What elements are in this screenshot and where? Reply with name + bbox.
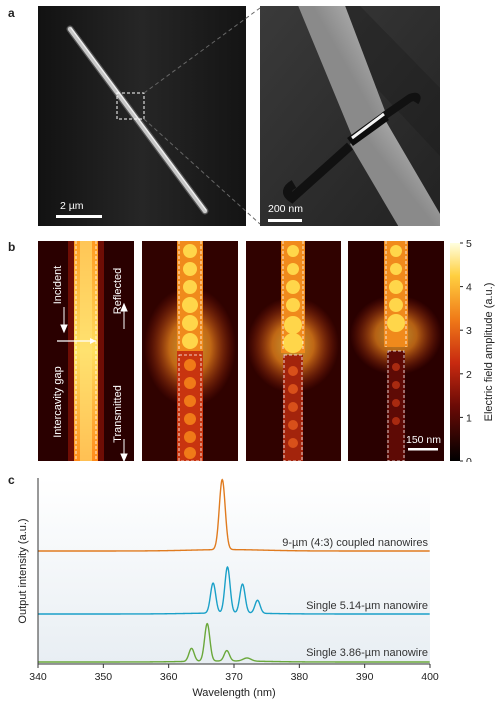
spectra-chart: 9-µm (4:3) coupled nanowires Single 5.14-… (17, 478, 439, 699)
colorbar-tick-label: 1 (466, 412, 472, 424)
x-tick-label: 380 (291, 671, 309, 683)
scale-bar-200nm (268, 219, 302, 222)
panel-c-letter: c (8, 473, 15, 487)
scale-label-200nm: 200 nm (268, 203, 304, 215)
x-tick-label: 390 (356, 671, 374, 683)
y-axis-label: Output intensity (a.u.) (17, 518, 29, 623)
field-map-2-fringes (182, 244, 198, 349)
series-line-3 (38, 622, 430, 663)
field-map-1 (38, 241, 134, 461)
x-ticks: 340 350 360 370 380 390 400 (29, 664, 439, 683)
label-incident: Incident (52, 266, 64, 305)
x-tick-label: 370 (225, 671, 243, 683)
x-tick-label: 350 (95, 671, 113, 683)
field-map-3 (246, 241, 341, 462)
series-line-2 (38, 565, 430, 615)
panel-a-letter: a (8, 6, 15, 20)
series-layer (38, 478, 430, 663)
sem-overview-graphic (38, 6, 246, 226)
direction-arrows (60, 302, 128, 462)
colorbar-tick-label: 4 (466, 282, 472, 294)
label-reflected: Reflected (112, 268, 124, 314)
colorbar-tick-label: 5 (466, 238, 472, 250)
label-transmitted: Transmitted (112, 385, 124, 443)
series-label-3: Single 3.86-µm nanowire (306, 647, 428, 659)
field-map-4: 150 nm (348, 241, 444, 462)
series-labels: 9-µm (4:3) coupled nanowires Single 5.14-… (282, 537, 428, 659)
series-line-1 (38, 478, 430, 552)
plot-area (38, 478, 430, 664)
sem-overview-image: 2 µm (38, 6, 246, 226)
series-label-1: 9-µm (4:3) coupled nanowires (282, 537, 428, 549)
scale-bar-150nm (408, 448, 438, 451)
series-label-2: Single 5.14-µm nanowire (306, 600, 428, 612)
colorbar (450, 243, 460, 461)
x-tick-label: 340 (29, 671, 47, 683)
x-tick-label: 400 (421, 671, 439, 683)
colorbar-label: Electric field amplitude (a.u.) (483, 283, 495, 422)
panel-b-letter: b (8, 240, 16, 254)
sem-zoom-image: 200 nm (260, 6, 440, 226)
x-tick-label: 360 (160, 671, 178, 683)
scale-bar-2um (56, 215, 102, 218)
colorbar-tick-label: 0 (466, 456, 472, 462)
x-axis-label: Wavelength (nm) (192, 687, 275, 699)
scale-label-2um: 2 µm (60, 200, 84, 212)
colorbar-ticks: 0 1 2 3 4 5 (460, 238, 472, 462)
scale-label-150nm: 150 nm (406, 434, 441, 446)
field-maps: 150 nm Incident Reflected Intercavity ga… (38, 238, 495, 462)
colorbar-tick-label: 3 (466, 325, 472, 337)
colorbar-tick-label: 2 (466, 369, 472, 381)
sem-zoom-graphic (260, 6, 440, 226)
label-gap: Intercavity gap (52, 366, 64, 438)
field-map-2 (142, 241, 238, 462)
